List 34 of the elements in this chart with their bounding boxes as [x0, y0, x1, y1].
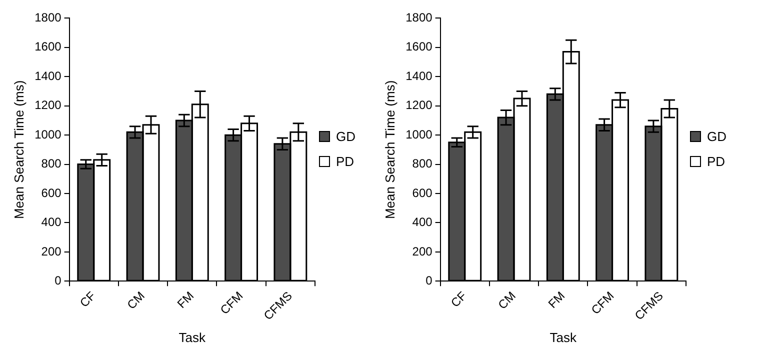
y-tick-label: 200: [41, 244, 62, 258]
x-axis-title: Task: [178, 330, 206, 345]
y-tick-label: 800: [41, 156, 62, 171]
y-tick-label: 1200: [406, 98, 433, 112]
y-tick-label: 1800: [406, 10, 433, 25]
y-tick-label: 600: [412, 186, 433, 200]
x-tick-label: CM: [124, 288, 148, 312]
text: PD: [707, 154, 726, 169]
y-tick-label: 600: [41, 186, 62, 200]
y-tick-label: 800: [412, 156, 433, 171]
x-tick-label: CF: [448, 288, 470, 310]
y-tick-label: 1000: [406, 127, 433, 142]
x-tick-label: CM: [495, 288, 518, 312]
x-tick-label: FM: [545, 288, 568, 311]
y-tick-label: 1400: [406, 68, 433, 83]
x-tick-label: FM: [174, 288, 197, 311]
y-tick-label: 1600: [406, 40, 433, 54]
y-tick-label: 1800: [34, 10, 62, 25]
y-tick-label: 0: [54, 273, 62, 288]
y-tick-label: 200: [412, 244, 433, 258]
legend-label: GD: [707, 129, 726, 144]
legend-label: GD: [336, 129, 356, 144]
y-tick-label: 1000: [34, 127, 62, 142]
y-axis-title: Mean Search Time (ms): [382, 80, 398, 220]
y-tick-label: 1400: [34, 68, 62, 83]
x-axis-title: Task: [550, 330, 578, 345]
x-tick-label: CF: [77, 288, 98, 310]
y-axis-title: Mean Search Time (ms): [11, 80, 26, 220]
y-tick-label: 400: [41, 215, 62, 230]
y-tick-label: 1600: [34, 40, 62, 54]
text: PD: [336, 154, 354, 169]
y-tick-label: 400: [412, 215, 433, 230]
y-tick-label: 1200: [34, 98, 62, 112]
y-tick-label: 0: [426, 273, 433, 288]
